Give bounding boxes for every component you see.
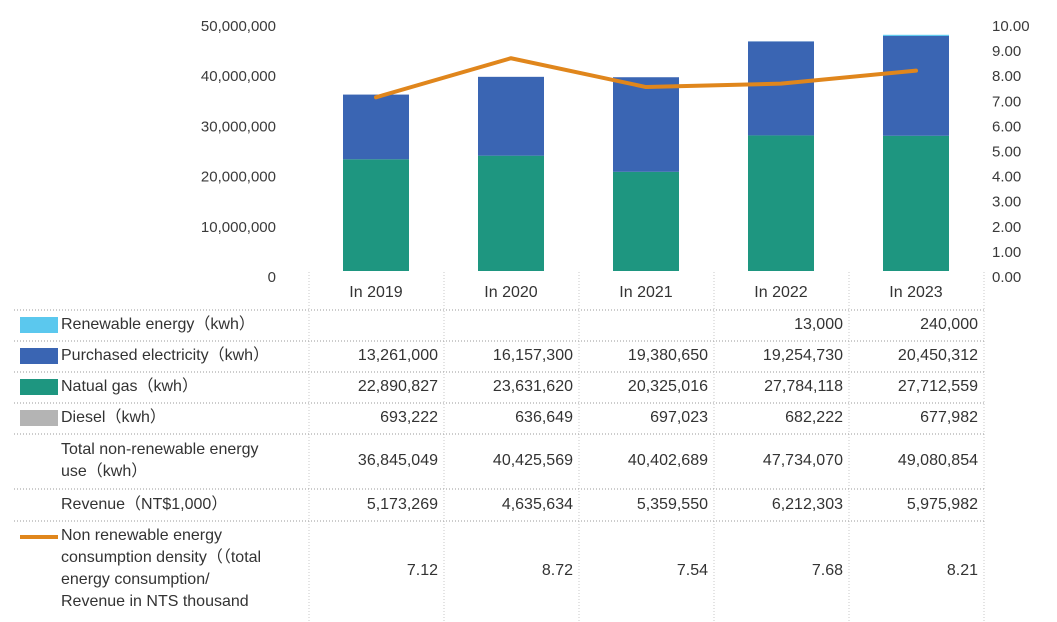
- table-cell-value: 636,649: [515, 409, 573, 426]
- density-point: [374, 95, 378, 99]
- table-cell-value: 19,254,730: [763, 347, 843, 364]
- table-cell-value: 40,402,689: [628, 452, 708, 469]
- left-axis-tick-label: 0: [268, 269, 276, 286]
- row-label-line: Non renewable energy: [61, 527, 222, 544]
- bar-segment: [478, 155, 544, 271]
- table-cell-value: 13,000: [794, 316, 843, 333]
- right-axis-tick-label: 1.00: [992, 244, 1021, 261]
- table-cell-value: 677,982: [920, 409, 978, 426]
- bar-segment: [883, 135, 949, 271]
- row-label: Non renewable energy consumption density（…: [61, 527, 261, 610]
- row-label: Purchased electricity（kwh）: [61, 346, 269, 364]
- density-point: [509, 56, 513, 60]
- legend-swatch: [20, 379, 58, 395]
- bar-segment: [478, 76, 544, 156]
- bar-segment: [883, 35, 949, 136]
- category-label: In 2019: [349, 284, 402, 301]
- left-axis-tick-label: 50,000,000: [201, 18, 276, 35]
- left-axis-tick-label: 40,000,000: [201, 68, 276, 85]
- table-cell-value: 5,359,550: [637, 496, 708, 513]
- table-cell-value: 7.12: [407, 562, 438, 579]
- row-label-line: consumption density（（total: [61, 548, 261, 566]
- bar-segment: [343, 94, 409, 160]
- table-cell-value: 49,080,854: [898, 452, 978, 469]
- bar-segment: [343, 159, 409, 271]
- legend-swatch: [20, 348, 58, 364]
- row-label-line: use（kwh）: [61, 462, 147, 480]
- table-cell-value: 6,212,303: [772, 496, 843, 513]
- table-cell-value: 8.72: [542, 562, 573, 579]
- bar-segment: [748, 135, 814, 271]
- right-axis-tick-label: 9.00: [992, 43, 1021, 60]
- right-axis-tick-label: 10.00: [992, 18, 1030, 35]
- table-cell-value: 22,890,827: [358, 378, 438, 395]
- table-cell-value: 23,631,620: [493, 378, 573, 395]
- table-cell-value: 13,261,000: [358, 347, 438, 364]
- right-axis-tick-label: 6.00: [992, 118, 1021, 135]
- table-cell-value: 47,734,070: [763, 452, 843, 469]
- bar-segment: [748, 41, 814, 136]
- bar-segment: [613, 77, 679, 172]
- category-label: In 2022: [754, 284, 807, 301]
- right-axis-tick-label: 5.00: [992, 143, 1021, 160]
- row-label-line: energy consumption/: [61, 571, 210, 588]
- row-label: Total non-renewable energy use（kwh）: [61, 441, 258, 480]
- row-label: Natual gas（kwh）: [61, 377, 198, 395]
- table-cell-value: 7.68: [812, 562, 843, 579]
- table-cell-value: 7.54: [677, 562, 708, 579]
- right-axis-tick-label: 2.00: [992, 219, 1021, 236]
- density-point: [914, 69, 918, 73]
- right-axis-tick-label: 8.00: [992, 68, 1021, 85]
- table-cell-value: 20,450,312: [898, 347, 978, 364]
- density-point: [779, 82, 783, 86]
- row-label: Revenue（NT$1,000）: [61, 495, 227, 513]
- left-axis-tick-label: 30,000,000: [201, 118, 276, 135]
- table-cell-value: 19,380,650: [628, 347, 708, 364]
- legend-swatch: [20, 317, 58, 333]
- legend-swatch: [20, 410, 58, 426]
- category-label: In 2021: [619, 284, 672, 301]
- table-cell-value: 240,000: [920, 316, 978, 333]
- right-axis-tick-label: 3.00: [992, 194, 1021, 211]
- table-cell-value: 20,325,016: [628, 378, 708, 395]
- right-axis-tick-label: 4.00: [992, 169, 1021, 186]
- table-cell-value: 697,023: [650, 409, 708, 426]
- table-cell-value: 5,975,982: [907, 496, 978, 513]
- table-cell-value: 16,157,300: [493, 347, 573, 364]
- table-cell-value: 4,635,634: [502, 496, 573, 513]
- row-label-line: Total non-renewable energy: [61, 441, 258, 458]
- row-label: Diesel（kwh）: [61, 408, 166, 426]
- table-cell-value: 682,222: [785, 409, 843, 426]
- left-axis-tick-label: 10,000,000: [201, 219, 276, 236]
- category-label: In 2023: [889, 284, 942, 301]
- table-cell-value: 8.21: [947, 562, 978, 579]
- density-point: [644, 85, 648, 89]
- table-cell-value: 5,173,269: [367, 496, 438, 513]
- left-axis-tick-label: 20,000,000: [201, 169, 276, 186]
- row-label: Renewable energy（kwh）: [61, 315, 255, 333]
- table-cell-value: 27,712,559: [898, 378, 978, 395]
- table-cell-value: 36,845,049: [358, 452, 438, 469]
- right-axis-tick-label: 7.00: [992, 93, 1021, 110]
- category-label: In 2020: [484, 284, 537, 301]
- bar-segment: [883, 34, 949, 36]
- bar-segment: [613, 171, 679, 271]
- table-cell-value: 40,425,569: [493, 452, 573, 469]
- row-label-line: Revenue in NTS thousand: [61, 593, 249, 610]
- table-cell-value: 693,222: [380, 409, 438, 426]
- right-axis-tick-label: 0.00: [992, 269, 1021, 286]
- table-cell-value: 27,784,118: [764, 378, 843, 395]
